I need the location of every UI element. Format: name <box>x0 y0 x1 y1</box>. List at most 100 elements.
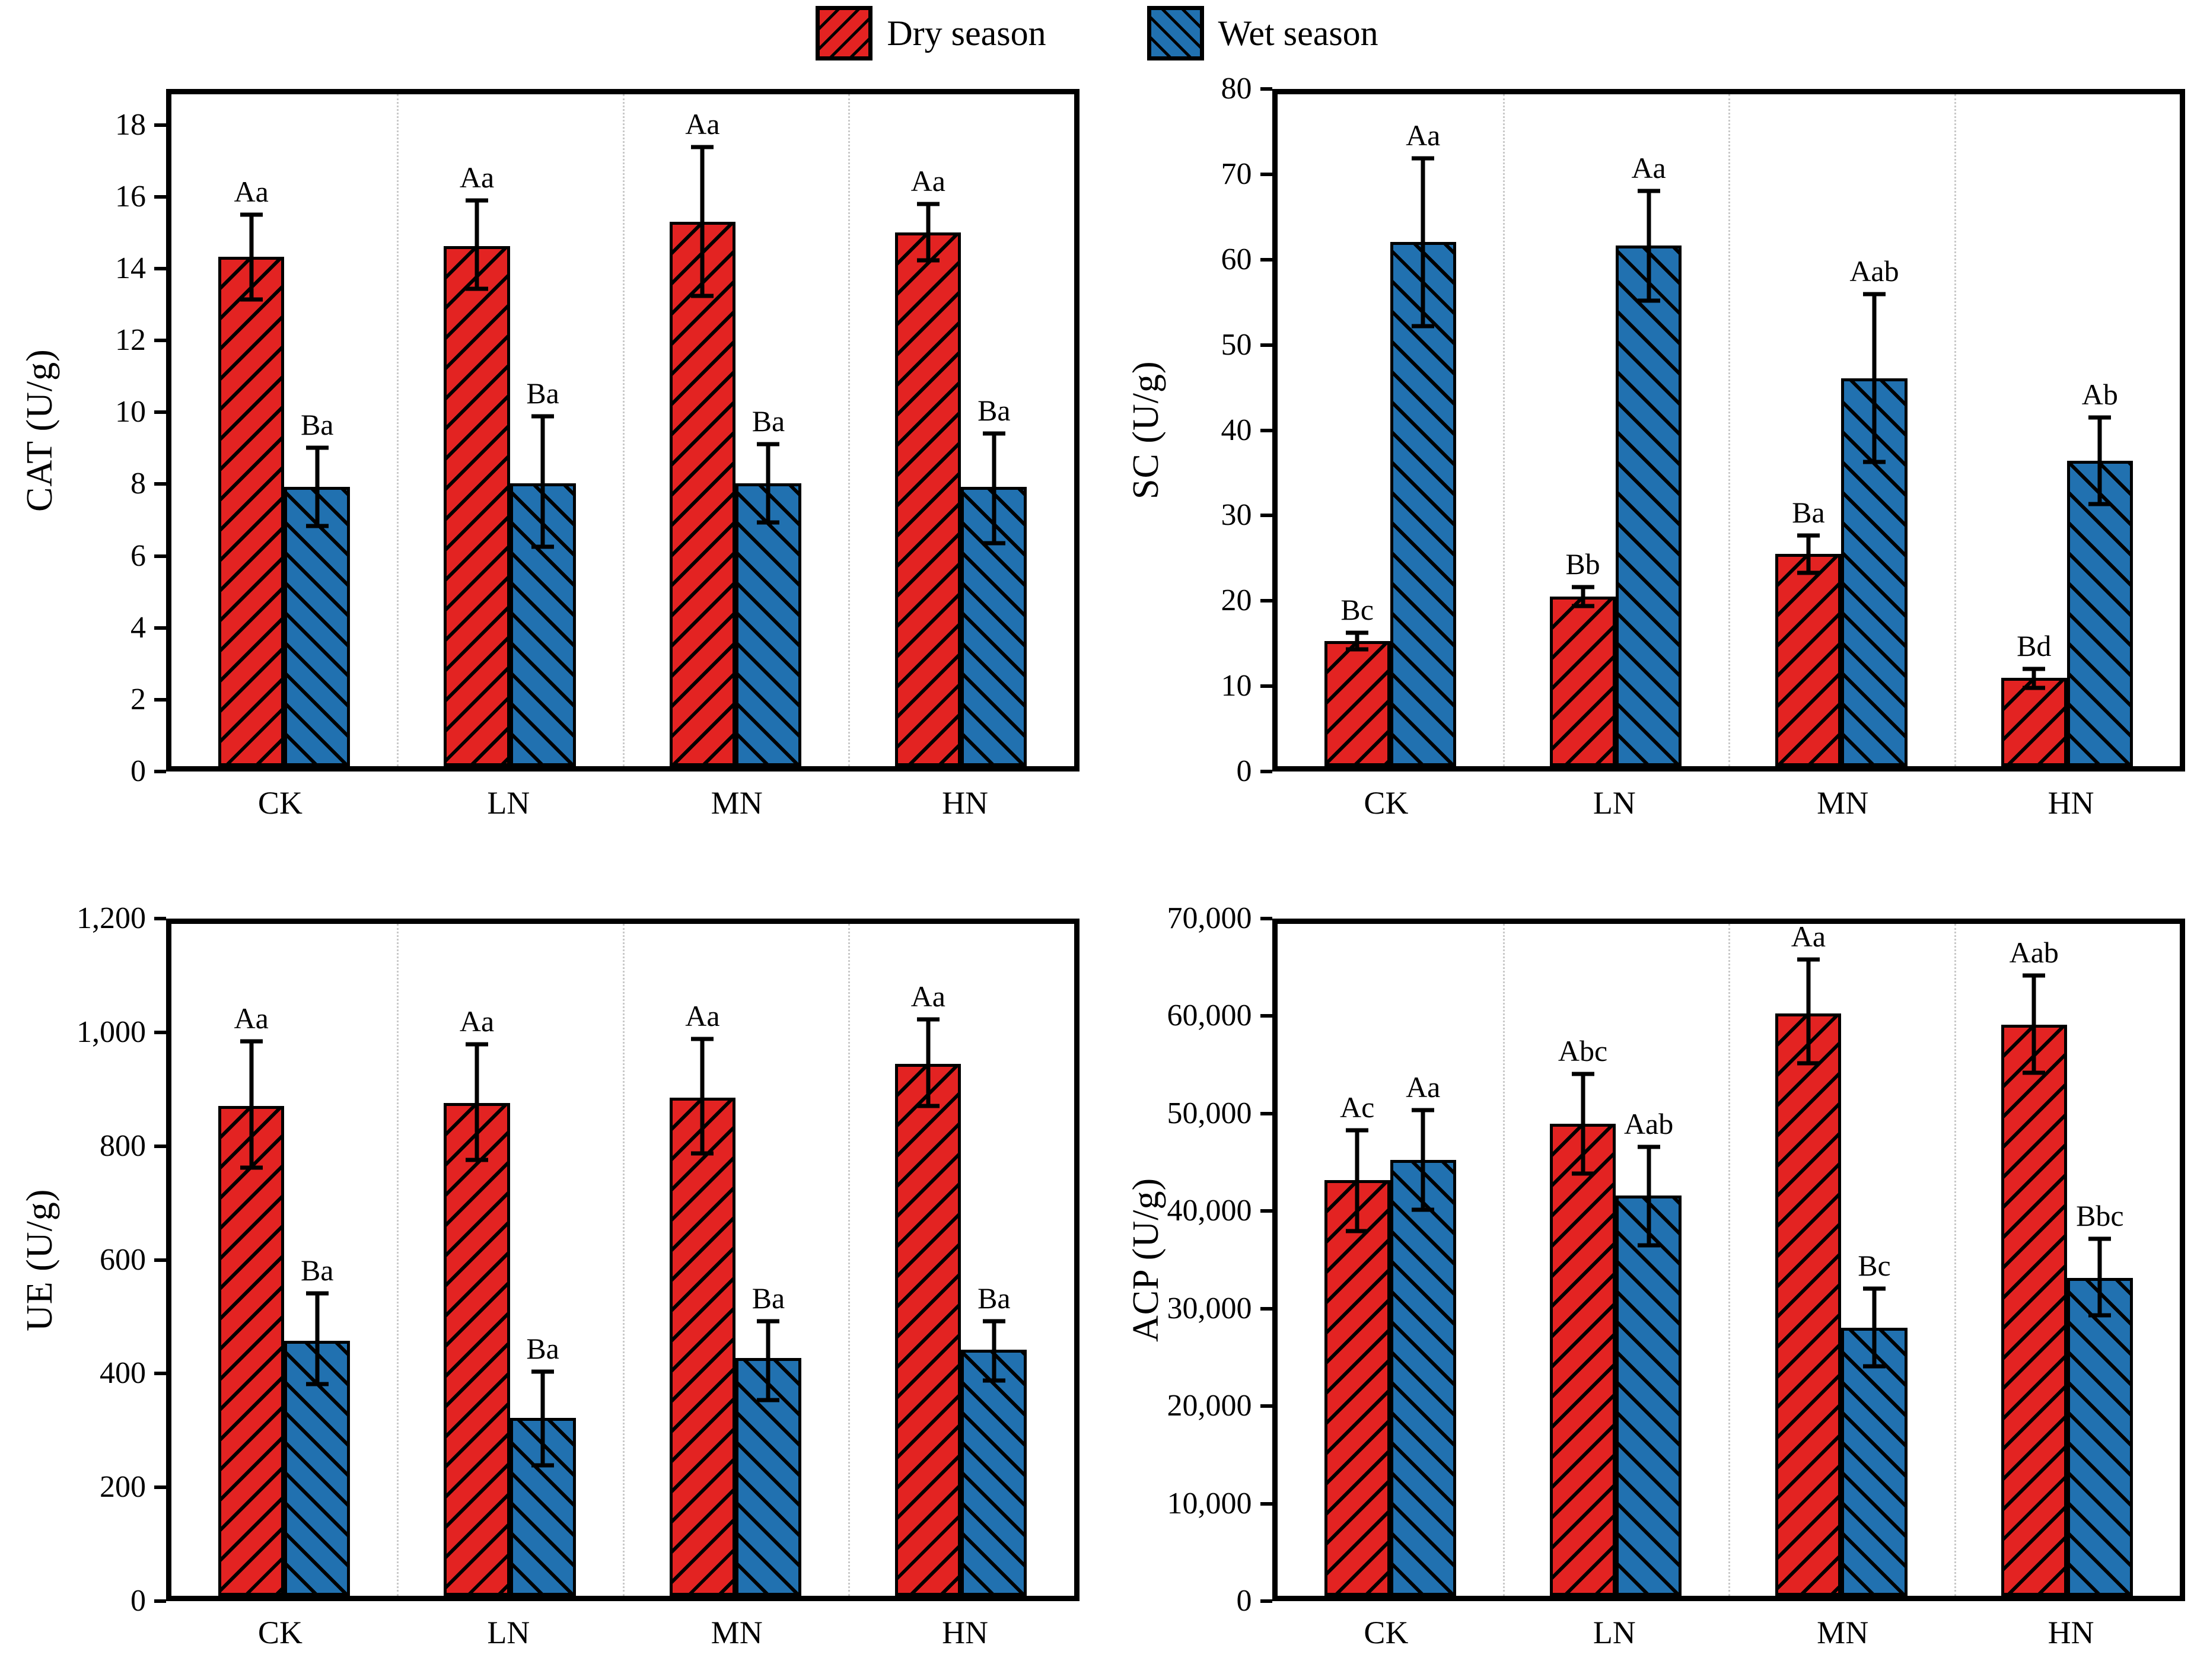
error-bar-cap <box>466 198 489 203</box>
y-tick-mark <box>154 266 166 270</box>
error-bar-cap <box>916 1104 940 1108</box>
error-bar-cap <box>1571 1072 1594 1076</box>
error-bar-cap <box>1571 604 1594 608</box>
y-tick-label: 10 <box>115 395 146 429</box>
y-tick-mark <box>1260 343 1272 347</box>
error-bar-cap <box>531 414 555 419</box>
error-bar <box>766 444 770 522</box>
error-bar-cap <box>1637 1243 1660 1248</box>
chart-acp: ACP (U/g) 0 10,000 20,000 30,000 40,000 50,00… <box>1121 903 2185 1665</box>
category-separator-line <box>622 924 625 1596</box>
error-bar <box>1421 158 1425 326</box>
bar-ck-wet-season <box>284 486 351 766</box>
y-tick-mark <box>1260 917 1272 920</box>
x-axis: CK LN MN HN <box>166 1601 1080 1665</box>
error-bar-cap <box>1637 1145 1660 1149</box>
bar-ck-wet-season <box>1390 1160 1456 1596</box>
error-bar <box>2097 417 2102 505</box>
y-tick-mark <box>154 1485 166 1490</box>
y-tick-mark <box>1260 1599 1272 1603</box>
plot-area: Aa Ba Aa Ba Aa Ba Aa Ba <box>166 919 1080 1601</box>
x-category-label-mn: MN <box>711 785 763 821</box>
bar-ln-wet-season <box>1616 1196 1682 1596</box>
y-tick-label: 18 <box>115 107 146 142</box>
bar-hn-dry-season <box>895 1064 961 1596</box>
chart-sc: SC (U/g) 0 10 20 30 40 50 60 70 80 Bc Aa Bb Aa Ba Aab… <box>1121 74 2186 836</box>
error-bar-cap <box>691 1037 714 1041</box>
error-bar <box>1872 294 1877 463</box>
error-bar <box>540 416 545 547</box>
error-bar <box>249 1041 254 1168</box>
significance-label-ln-dry: Bb <box>1565 547 1600 581</box>
error-bar-cap <box>2088 1236 2112 1241</box>
y-tick-label: 20 <box>1221 584 1252 618</box>
y-tick-label: 80 <box>1221 72 1252 106</box>
y-tick-label: 40 <box>1221 413 1252 447</box>
y-tick-label: 40,000 <box>1167 1194 1252 1228</box>
y-tick-mark <box>1260 87 1272 91</box>
error-bar-cap <box>466 1158 489 1162</box>
significance-label-hn-wet: Ab <box>2081 378 2118 412</box>
y-tick-mark <box>154 1030 166 1034</box>
plot-area: Aa Ba Aa Ba Aa Ba Aa Ba <box>166 89 1080 772</box>
error-bar-cap <box>1412 324 1435 329</box>
y-axis: 0 10 20 30 40 50 60 70 80 <box>1171 74 1272 787</box>
y-tick-mark <box>1260 1209 1272 1213</box>
y-tick-mark <box>1260 1111 1272 1115</box>
error-bar-cap <box>305 524 329 528</box>
y-tick-mark <box>1260 514 1272 518</box>
significance-label-hn-wet: Ba <box>977 1281 1011 1315</box>
error-bar-cap <box>2088 502 2112 506</box>
error-bar <box>700 1038 705 1154</box>
y-axis-label: SC (U/g) <box>1125 361 1166 500</box>
x-category-label-ck: CK <box>257 1615 302 1650</box>
error-bar-cap <box>982 1378 1005 1382</box>
x-category-label-ln: LN <box>487 785 530 821</box>
y-axis-label: ACP (U/g) <box>1125 1177 1166 1343</box>
significance-label-ln-wet: Aab <box>1623 1107 1674 1140</box>
error-bar-cap <box>982 1319 1005 1324</box>
y-tick-label: 30,000 <box>1167 1291 1252 1325</box>
error-bar-cap <box>1797 957 1820 962</box>
error-bar <box>926 203 931 261</box>
x-category-label-ck: CK <box>1364 1615 1409 1650</box>
error-bar <box>1806 959 1811 1063</box>
legend-item-dry-season: Dry season <box>816 6 1046 60</box>
y-tick-label: 14 <box>115 251 146 285</box>
error-bar-cap <box>466 286 489 291</box>
error-bar <box>1421 1110 1425 1210</box>
bar-hn-wet-season <box>961 1349 1027 1596</box>
error-bar-cap <box>757 442 780 447</box>
significance-label-hn-dry: Aab <box>2009 936 2059 970</box>
significance-label-ln-wet: Ba <box>526 376 559 410</box>
y-tick-mark <box>154 1599 166 1603</box>
x-axis: CK LN MN HN <box>1272 772 2186 836</box>
bar-mn-wet-season <box>735 483 801 766</box>
error-bar <box>1872 1289 1877 1367</box>
y-tick-label: 70 <box>1221 157 1252 191</box>
bar-mn-dry-season <box>1775 1013 1842 1596</box>
error-bar-cap <box>2088 415 2112 420</box>
error-bar-cap <box>916 202 940 206</box>
error-bar-cap <box>240 1165 263 1170</box>
error-bar-cap <box>1412 1108 1435 1112</box>
category-separator-line <box>397 94 399 766</box>
error-bar <box>700 147 705 296</box>
error-bar-cap <box>982 541 1005 546</box>
error-bar-cap <box>1412 156 1435 161</box>
y-tick-mark <box>154 410 166 415</box>
bar-ln-wet-season <box>1616 245 1682 766</box>
chart-grid: CAT (U/g) 0 2 4 6 8 10 12 14 16 18 Aa Ba Aa Ba Aa Ba Aa… <box>15 74 2186 1665</box>
y-tick-mark <box>154 195 166 199</box>
y-tick-label: 70,000 <box>1167 901 1252 935</box>
y-axis: 0 200 400 600 800 1,000 1,200 <box>65 903 166 1617</box>
error-bar <box>2031 976 2036 1073</box>
bar-ck-dry-season <box>1324 640 1390 766</box>
significance-label-mn-dry: Aa <box>1791 919 1826 953</box>
y-axis: 0 10,000 20,000 30,000 40,000 50,000 60,000 70,… <box>1167 903 1272 1617</box>
error-bar-cap <box>531 1369 555 1374</box>
bar-mn-dry-season <box>669 221 735 766</box>
category-separator-line <box>1954 94 1956 766</box>
error-bar-cap <box>757 520 780 525</box>
error-bar-cap <box>466 1042 489 1047</box>
